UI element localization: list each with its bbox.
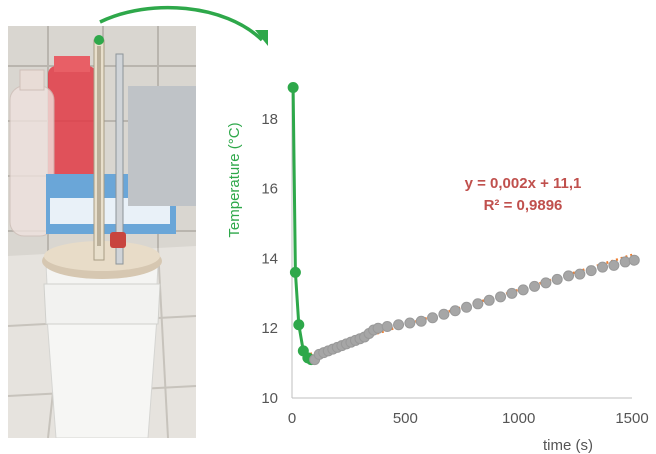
x-tick-label: 500 <box>393 410 418 427</box>
arrow-connector <box>99 5 264 42</box>
series-1-point <box>563 270 575 282</box>
series-0-line <box>291 87 312 361</box>
y-tick-label: 14 <box>261 250 278 267</box>
trendline-equation: y = 0,002x + 11,1 <box>465 175 582 192</box>
x-tick-label: 0 <box>288 410 296 427</box>
series-1-point <box>506 287 518 299</box>
x-tick-label: 1000 <box>502 410 535 427</box>
y-tick-label: 12 <box>261 320 278 337</box>
series-0-point <box>289 266 301 278</box>
series-1-point <box>619 256 631 268</box>
y-tick-label: 10 <box>261 390 278 407</box>
series-1-point <box>597 261 609 273</box>
series-1-point <box>608 259 620 271</box>
x-tick-label: 1500 <box>615 410 648 427</box>
series-1-point <box>438 308 450 320</box>
series-1-point <box>483 294 495 306</box>
y-tick-label: 18 <box>261 111 278 128</box>
series-1-point <box>372 322 384 334</box>
y-tick-label: 16 <box>261 181 278 198</box>
series-1-point <box>404 317 416 329</box>
series-1-point <box>517 284 529 296</box>
series-1-point <box>585 265 597 277</box>
x-axis-label: time (s) <box>543 437 593 454</box>
tick-labels: 0 500 1000 1500 10 12 14 16 18 <box>261 111 648 427</box>
series-1-point <box>415 315 427 327</box>
series-1-point <box>461 301 473 313</box>
axes <box>291 84 632 399</box>
series-1-point <box>628 254 640 266</box>
series-1-point <box>529 280 541 292</box>
series-0-point <box>293 319 305 331</box>
series-1-point <box>449 305 461 317</box>
series-1-point <box>574 268 586 280</box>
y-axis-label: Temperature (°C) <box>226 122 243 237</box>
series-1-point <box>495 291 507 303</box>
series-1-point <box>393 319 405 331</box>
data-points <box>287 81 640 366</box>
arrow-head <box>255 30 268 46</box>
series-1-point <box>427 312 439 324</box>
series-1-point <box>381 320 393 332</box>
trendline-r-squared: R² = 0,9896 <box>484 197 563 214</box>
series-1-point <box>551 273 563 285</box>
series-1-point <box>540 277 552 289</box>
series-1-point <box>472 298 484 310</box>
experiment-photo <box>8 26 196 438</box>
series-0-point <box>287 81 299 93</box>
